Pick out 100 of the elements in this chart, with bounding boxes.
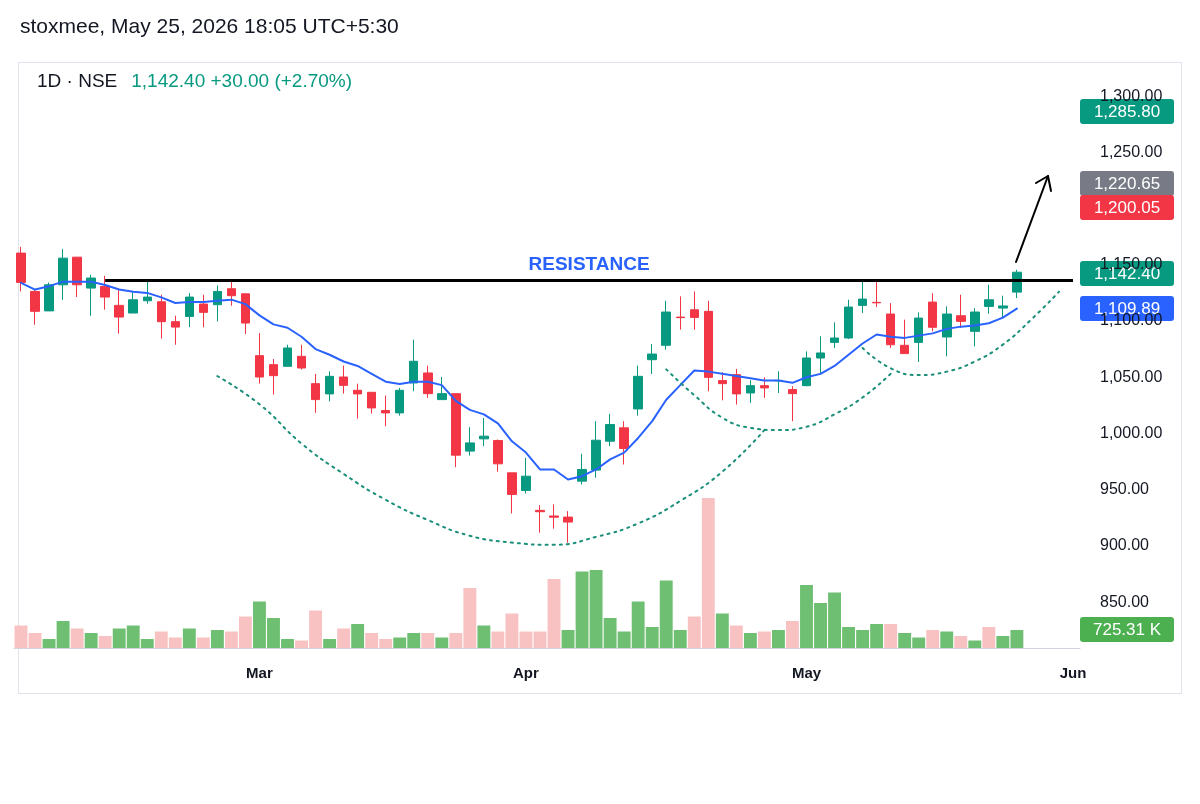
candlestick xyxy=(802,350,811,387)
candlestick xyxy=(114,288,124,335)
candlestick xyxy=(661,300,671,351)
y-tick-label: 1,000.00 xyxy=(1100,423,1163,441)
y-tick-label: 900.00 xyxy=(1100,536,1150,554)
candlestick xyxy=(914,311,923,363)
candlestick xyxy=(100,275,110,311)
candlestick xyxy=(563,510,573,544)
candlestick xyxy=(353,383,362,420)
candlestick xyxy=(199,294,208,328)
candlestick xyxy=(58,248,68,301)
bar xyxy=(757,631,771,648)
bar xyxy=(323,639,337,648)
bar xyxy=(519,631,533,648)
candlestick xyxy=(830,321,839,349)
candlestick xyxy=(844,299,853,340)
candlestick xyxy=(493,439,503,473)
text: stoxmee, May 25, 2026 18:05 UTC+5:30 xyxy=(20,14,399,38)
y-tick-label: 1,250.00 xyxy=(1100,142,1163,160)
candlestick xyxy=(676,295,685,331)
candlestick xyxy=(409,339,418,392)
candlestick xyxy=(633,365,643,417)
x-tick-label: Jun xyxy=(1059,664,1087,681)
candlestick xyxy=(788,385,797,422)
candlestick xyxy=(185,292,194,328)
candlestick xyxy=(690,290,699,331)
bar xyxy=(561,630,575,648)
bar xyxy=(210,630,224,648)
candlestick xyxy=(521,457,531,494)
bar xyxy=(533,631,547,648)
candlestick xyxy=(381,395,390,427)
bar xyxy=(70,628,84,648)
candlestick xyxy=(339,365,348,395)
candlestick xyxy=(760,376,769,399)
candlestick xyxy=(367,391,376,415)
x-tick-label: May xyxy=(791,664,822,681)
candlestick xyxy=(171,315,180,346)
candlestick xyxy=(619,420,629,465)
candlestick xyxy=(269,358,278,396)
candlestick xyxy=(591,420,601,479)
bar xyxy=(14,625,28,648)
candlestick xyxy=(465,426,475,456)
candlestick xyxy=(255,332,264,385)
candlestick xyxy=(507,472,517,514)
candlestick xyxy=(942,305,952,357)
bar xyxy=(954,636,968,648)
candlestick xyxy=(30,288,40,326)
bar xyxy=(729,625,743,648)
candlestick xyxy=(535,504,545,534)
candlestick xyxy=(325,370,334,402)
candlestick xyxy=(479,417,489,447)
candlestick xyxy=(998,295,1008,319)
bar xyxy=(968,640,982,648)
candlestick xyxy=(900,319,909,355)
chart-subtitle: 1,142.40 +30.00 (+2.70%) xyxy=(131,70,353,91)
bar xyxy=(743,633,757,648)
bar xyxy=(940,631,954,648)
candlestick xyxy=(928,292,937,332)
bar xyxy=(982,627,996,648)
x-tick-label: Mar xyxy=(246,664,273,681)
line-series xyxy=(861,290,1060,376)
candlestick xyxy=(143,280,152,305)
bar xyxy=(547,579,561,648)
candlestick xyxy=(157,294,166,340)
candlestick xyxy=(437,376,447,401)
candlestick xyxy=(549,503,559,530)
y-tick-label: 1,050.00 xyxy=(1100,367,1163,385)
bar xyxy=(351,624,365,648)
y-tick-label: 850.00 xyxy=(1100,592,1150,610)
text: 1,285.80 xyxy=(1093,102,1161,121)
candlestick xyxy=(283,344,292,367)
candlestick xyxy=(605,413,615,447)
bar xyxy=(715,613,729,648)
candlestick xyxy=(16,246,26,292)
candlestick xyxy=(647,343,657,375)
bar xyxy=(182,628,196,648)
bar xyxy=(477,625,491,648)
candlestick xyxy=(858,280,867,314)
candlestick xyxy=(886,302,895,349)
candlestick xyxy=(423,365,433,399)
bar xyxy=(435,637,449,648)
text: 1,200.05 xyxy=(1093,198,1161,217)
bar xyxy=(337,628,351,648)
candlestick xyxy=(704,300,713,392)
bar xyxy=(884,624,898,648)
candlestick xyxy=(956,294,966,329)
ref-line-label: RESISTANCE xyxy=(528,252,650,274)
bar xyxy=(196,637,210,648)
chart-title: 1D · NSE xyxy=(37,70,118,91)
candlestick xyxy=(297,344,306,371)
candlestick xyxy=(241,293,250,335)
bar xyxy=(28,633,42,648)
candlestick xyxy=(746,379,755,404)
bar xyxy=(771,630,785,648)
line-series xyxy=(20,280,1018,481)
bar xyxy=(421,633,435,648)
candlestick xyxy=(872,280,881,308)
candlestick xyxy=(395,387,404,417)
candlestick xyxy=(451,393,461,468)
bar xyxy=(786,621,799,648)
